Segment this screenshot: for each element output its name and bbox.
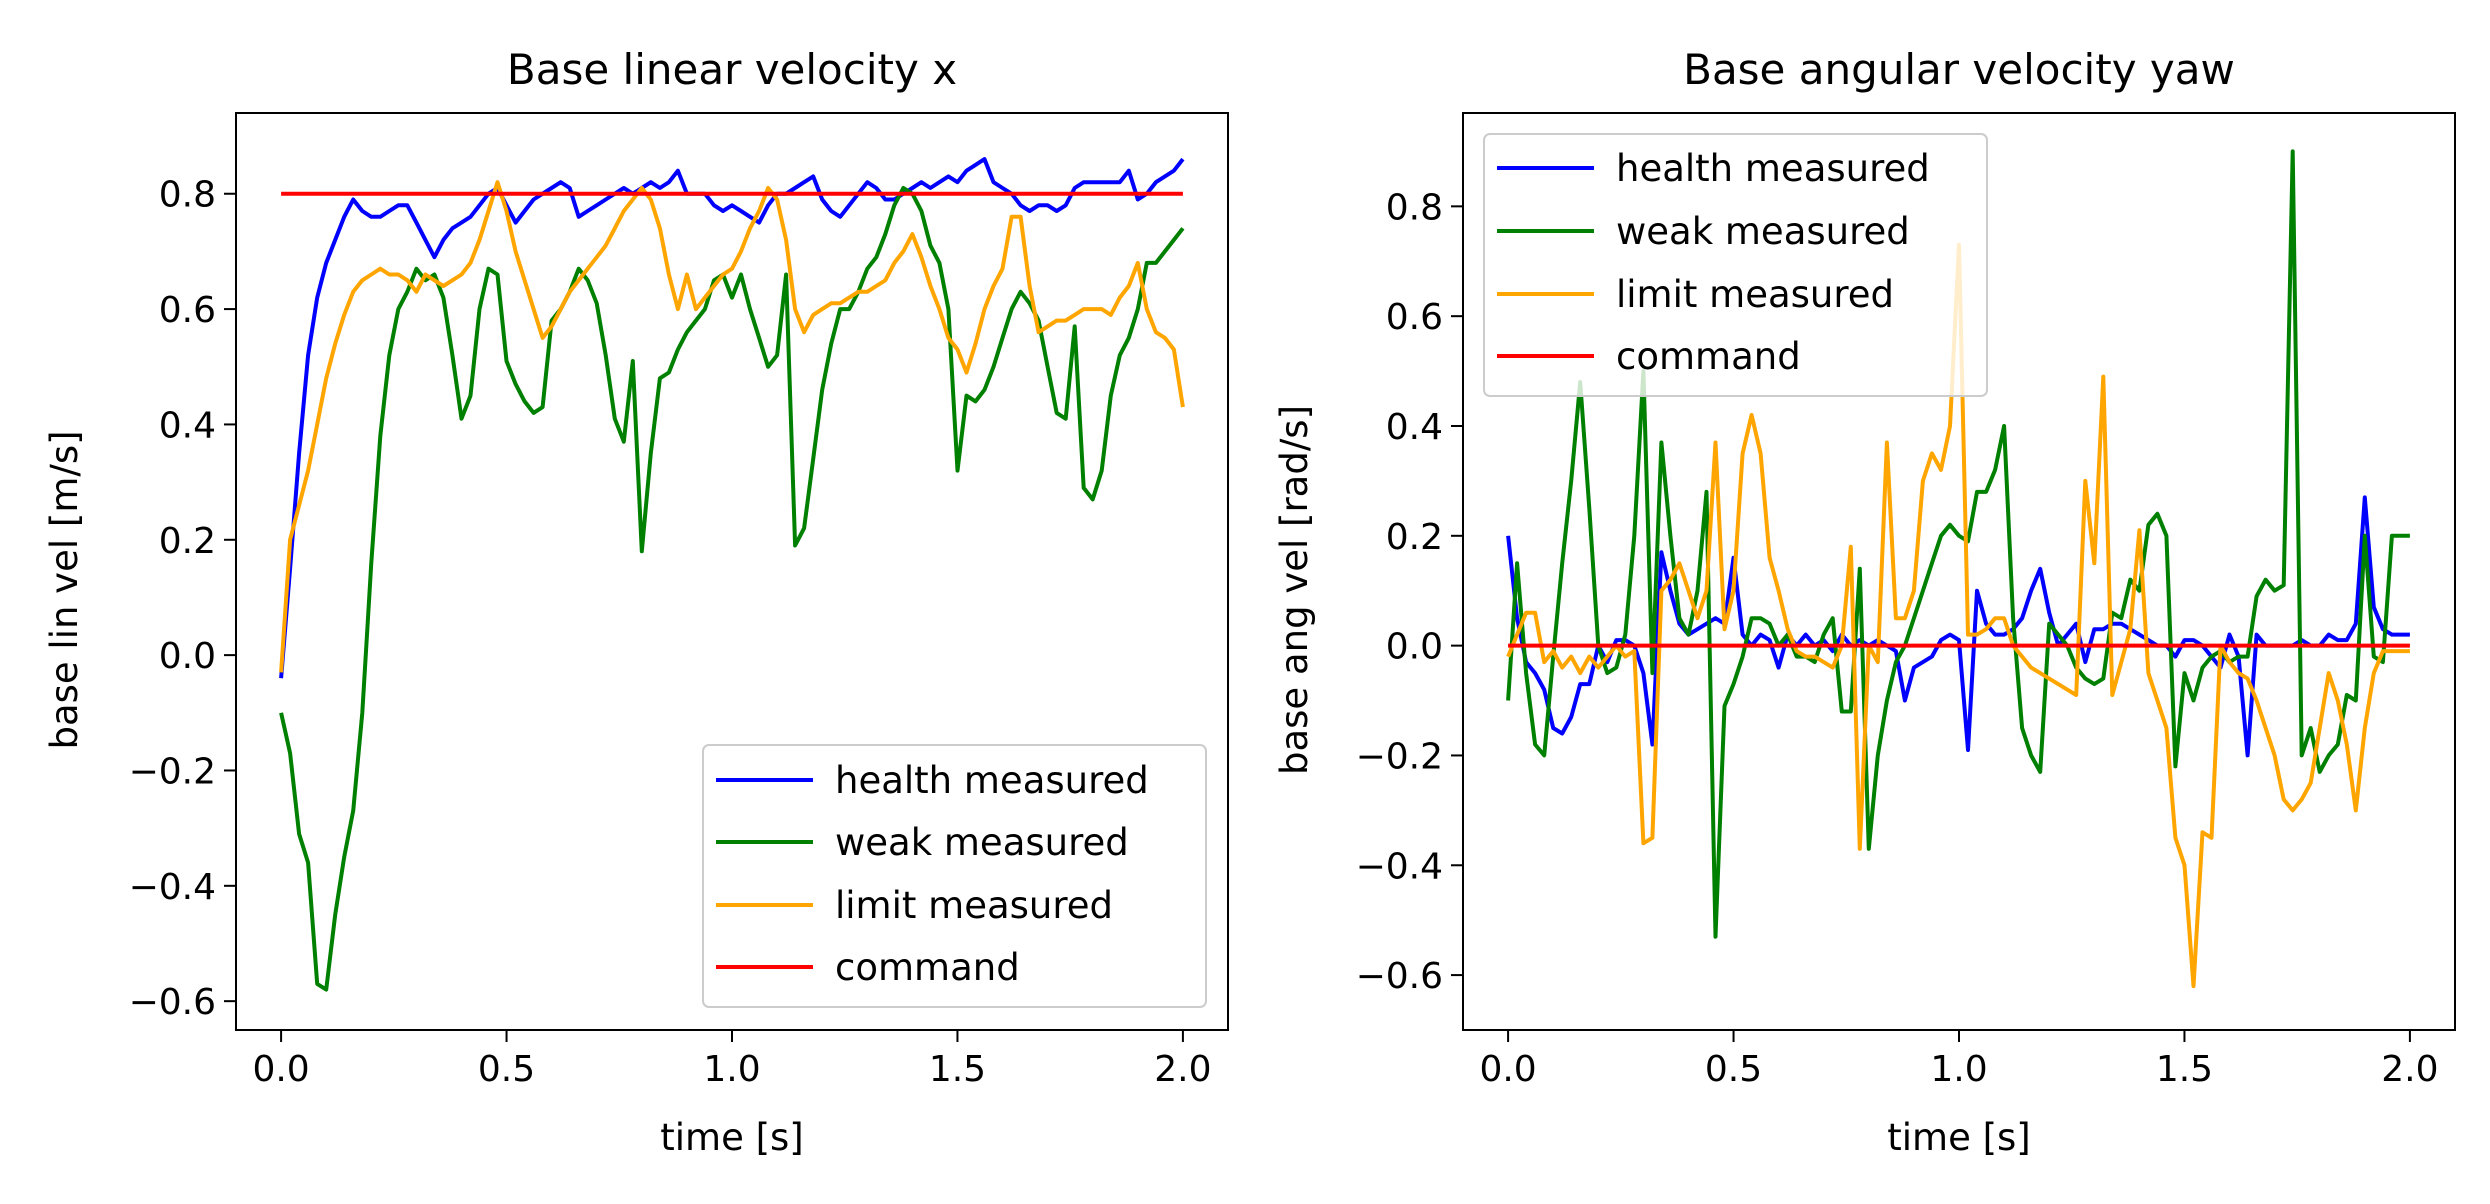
legend-label-command: command — [835, 946, 1020, 989]
y-tick-label: 0.4 — [1386, 407, 1443, 448]
legend-label-command: command — [1616, 335, 1801, 378]
y-tick-label: 0.0 — [159, 636, 216, 677]
y-tick-label: 0.0 — [1386, 627, 1443, 668]
x-tick-label: 2.0 — [2381, 1049, 2438, 1090]
linear-velocity-legend: health measured weak measured limit meas… — [702, 744, 1207, 1008]
linear-velocity-title: Base linear velocity x — [507, 45, 957, 94]
x-tick-label: 1.5 — [2156, 1049, 2213, 1090]
linear-velocity-series-limit — [279, 180, 1185, 673]
y-tick-label: 0.8 — [159, 175, 216, 216]
legend-box — [702, 744, 1207, 1008]
x-tick-label: 1.0 — [703, 1049, 760, 1090]
y-tick-label: 0.6 — [159, 290, 216, 331]
legend-box — [1483, 133, 1988, 397]
angular-velocity-xticks: 0.0 0.5 1.0 1.5 2.0 — [1479, 1030, 2439, 1090]
legend-label-weak: weak measured — [835, 821, 1129, 864]
y-tick-label: −0.6 — [1356, 956, 1443, 997]
y-tick-label: 0.2 — [159, 521, 216, 562]
x-tick-label: 0.0 — [1479, 1049, 1536, 1090]
angular-velocity-yticks: −0.6 −0.4 −0.2 0.0 0.2 0.4 0.6 0.8 — [1356, 187, 1463, 997]
linear-velocity-xticks: 0.0 0.5 1.0 1.5 2.0 — [252, 1030, 1212, 1090]
legend-label-health: health measured — [1616, 147, 1930, 190]
angular-velocity-subplot: Base angular velocity yaw time [s] base … — [1273, 45, 2456, 1159]
x-tick-label: 0.5 — [478, 1049, 535, 1090]
angular-velocity-legend: health measured weak measured limit meas… — [1483, 133, 1988, 397]
angular-velocity-series-lines — [1506, 149, 2410, 989]
linear-velocity-ylabel: base lin vel [m/s] — [43, 430, 86, 749]
linear-velocity-subplot: Base linear velocity x time [s] base lin… — [43, 45, 1229, 1159]
angular-velocity-series-health — [1506, 495, 2410, 758]
y-tick-label: −0.6 — [129, 982, 216, 1023]
y-tick-label: 0.4 — [159, 405, 216, 446]
angular-velocity-title: Base angular velocity yaw — [1683, 45, 2235, 94]
y-tick-label: −0.4 — [129, 867, 216, 908]
x-tick-label: 0.0 — [252, 1049, 309, 1090]
x-tick-label: 1.5 — [929, 1049, 986, 1090]
x-tick-label: 1.0 — [1930, 1049, 1987, 1090]
legend-label-limit: limit measured — [835, 884, 1113, 927]
y-tick-label: −0.2 — [129, 751, 216, 792]
y-tick-label: −0.2 — [1356, 736, 1443, 777]
y-tick-label: 0.8 — [1386, 187, 1443, 228]
y-tick-label: 0.2 — [1386, 517, 1443, 558]
legend-label-limit: limit measured — [1616, 273, 1894, 316]
y-tick-label: 0.6 — [1386, 297, 1443, 338]
angular-velocity-ylabel: base ang vel [rad/s] — [1273, 405, 1316, 775]
x-tick-label: 0.5 — [1705, 1049, 1762, 1090]
linear-velocity-xlabel: time [s] — [660, 1116, 804, 1159]
y-tick-label: −0.4 — [1356, 846, 1443, 887]
legend-label-weak: weak measured — [1616, 210, 1910, 253]
linear-velocity-yticks: −0.6 −0.4 −0.2 0.0 0.2 0.4 0.6 0.8 — [129, 175, 236, 1023]
linear-velocity-series-health — [279, 157, 1185, 679]
angular-velocity-series-weak — [1506, 149, 2410, 939]
angular-velocity-xlabel: time [s] — [1887, 1116, 2031, 1159]
x-tick-label: 2.0 — [1154, 1049, 1211, 1090]
linear-velocity-series-lines — [279, 157, 1185, 992]
legend-label-health: health measured — [835, 759, 1149, 802]
